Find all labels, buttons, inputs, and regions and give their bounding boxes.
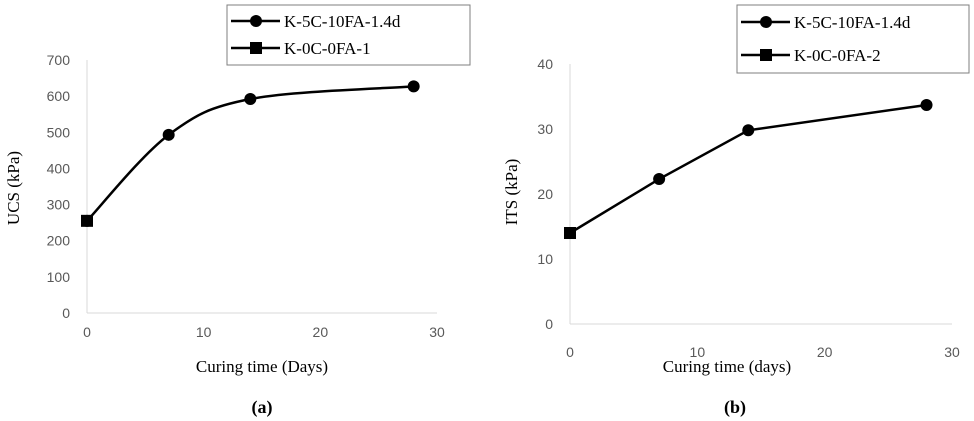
legend: K-5C-10FA-1.4d K-0C-0FA-2 [741, 13, 911, 65]
legend-label-0: K-5C-10FA-1.4d [284, 12, 401, 31]
x-tick-label: 10 [690, 344, 706, 360]
x-tick-label: 0 [566, 344, 574, 360]
y-tick-label: 40 [537, 56, 553, 72]
chart-panel-a: 0 100 200 300 400 500 600 700 0 10 20 30 UCS (kPa)… [4, 4, 471, 418]
x-tick-label: 20 [313, 324, 329, 340]
legend-label-1: K-0C-0FA-1 [284, 39, 371, 58]
y-tick-label: 400 [47, 160, 71, 176]
data-point-square [564, 227, 576, 239]
data-point-circle [162, 128, 175, 141]
legend-label-1: K-0C-0FA-2 [794, 46, 881, 65]
y-tick-label: 700 [47, 52, 71, 68]
panel-label: (a) [252, 397, 273, 418]
y-tick-labels: 0 100 200 300 400 500 600 700 [47, 52, 71, 321]
y-tick-labels: 0 10 20 30 40 [537, 56, 553, 332]
legend-marker-square [250, 42, 262, 54]
y-tick-label: 200 [47, 233, 71, 249]
x-tick-label: 30 [429, 324, 445, 340]
legend-box [736, 4, 970, 74]
y-tick-label: 20 [537, 186, 553, 202]
panel-label: (b) [724, 397, 746, 418]
legend-label-0: K-5C-10FA-1.4d [794, 13, 911, 32]
legend-marker-square [760, 49, 772, 61]
y-tick-label: 500 [47, 124, 71, 140]
y-tick-label: 300 [47, 197, 71, 213]
legend-box [226, 4, 471, 66]
series-group [81, 80, 420, 227]
data-point-square [81, 214, 93, 227]
x-tick-labels: 0 10 20 30 [566, 344, 960, 360]
x-axis-title: Curing time (days) [663, 357, 791, 376]
x-tick-label: 20 [817, 344, 833, 360]
data-point-circle [407, 80, 420, 93]
legend: K-5C-10FA-1.4d K-0C-0FA-1 [231, 12, 401, 58]
y-axis-title: UCS (kPa) [4, 151, 23, 225]
y-tick-label: 30 [537, 121, 553, 137]
y-tick-label: 0 [545, 316, 553, 332]
legend-marker-circle [760, 16, 772, 28]
y-tick-label: 10 [537, 251, 553, 267]
y-tick-label: 100 [47, 269, 71, 285]
x-tick-label: 0 [83, 324, 91, 340]
series-line [86, 85, 414, 222]
series-line [569, 103, 927, 235]
data-point-circle [920, 98, 933, 111]
legend-marker-circle [250, 15, 262, 27]
series-group [564, 98, 933, 239]
data-point-circle [742, 124, 755, 137]
y-tick-label: 600 [47, 88, 71, 104]
y-tick-label: 0 [62, 305, 70, 321]
y-axis-title: ITS (kPa) [502, 159, 521, 226]
chart-panel-b: 0 10 20 30 40 0 10 20 30 ITS (kPa) Curing time … [502, 4, 970, 418]
x-tick-label: 10 [196, 324, 212, 340]
data-point-circle [244, 93, 257, 106]
x-tick-labels: 0 10 20 30 [83, 324, 445, 340]
x-axis-title: Curing time (Days) [196, 357, 328, 376]
data-point-circle [653, 173, 666, 186]
x-tick-label: 30 [944, 344, 960, 360]
